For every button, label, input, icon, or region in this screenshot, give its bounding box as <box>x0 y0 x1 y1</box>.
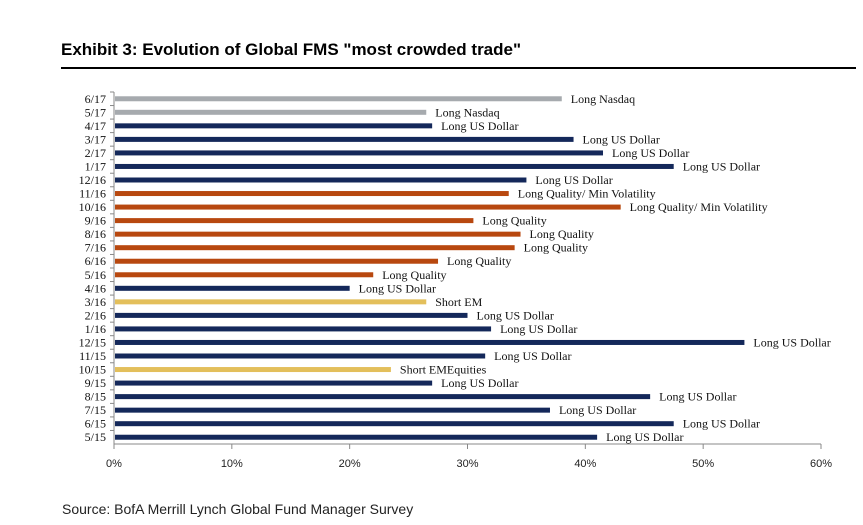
category-label: 6/17 <box>85 92 106 106</box>
bar-label: Long Quality/ Min Volatility <box>518 187 656 201</box>
bar-label: Long US Dollar <box>612 146 689 160</box>
bar-label: Long Quality <box>530 227 594 241</box>
bar-label: Long US Dollar <box>753 335 830 349</box>
bar-label: Short EMEquities <box>400 363 487 377</box>
category-label: 1/17 <box>85 159 106 173</box>
bar-label: Long US Dollar <box>683 159 760 173</box>
bar <box>115 367 391 373</box>
category-label: 6/16 <box>85 254 106 268</box>
bar <box>115 136 574 142</box>
category-label: 7/15 <box>85 403 106 417</box>
category-label: 6/15 <box>85 417 106 431</box>
bar-label: Long Quality <box>382 268 446 282</box>
bar <box>115 394 651 400</box>
category-label: 4/17 <box>85 119 106 133</box>
bar-label: Long US Dollar <box>535 173 612 187</box>
bar <box>115 285 350 291</box>
x-tick-label: 50% <box>692 458 714 470</box>
title-rule <box>61 67 856 69</box>
bar-label: Long Quality <box>482 214 546 228</box>
bar <box>115 177 527 183</box>
category-label: 11/15 <box>79 349 106 363</box>
category-label: 10/15 <box>79 363 106 377</box>
category-label: 12/15 <box>79 335 106 349</box>
bar-label: Long Quality/ Min Volatility <box>630 200 768 214</box>
x-tick-label: 0% <box>106 458 122 470</box>
category-label: 8/15 <box>85 390 106 404</box>
category-label: 2/17 <box>85 146 106 160</box>
category-label: 1/16 <box>85 322 106 336</box>
category-label: 11/16 <box>79 187 106 201</box>
bar-label: Long US Dollar <box>583 132 660 146</box>
bar <box>115 245 515 251</box>
bar-label: Long US Dollar <box>441 119 518 133</box>
category-label: 7/16 <box>85 241 106 255</box>
x-tick-label: 10% <box>221 458 243 470</box>
bar <box>115 272 374 278</box>
bar <box>115 421 674 427</box>
category-label: 5/16 <box>85 268 106 282</box>
bar <box>115 109 427 115</box>
category-label: 9/16 <box>85 214 106 228</box>
bar <box>115 163 674 169</box>
bar-label: Long Quality <box>447 254 511 268</box>
x-tick-label: 40% <box>574 458 596 470</box>
bar-label: Long US Dollar <box>559 403 636 417</box>
bar <box>115 231 521 237</box>
category-label: 4/16 <box>85 281 106 295</box>
bar-label: Long Nasdaq <box>571 92 635 106</box>
bar <box>115 191 509 197</box>
category-label: 12/16 <box>79 173 106 187</box>
bar <box>115 299 427 305</box>
category-label: 3/17 <box>85 132 106 146</box>
category-label: 2/16 <box>85 308 106 322</box>
bar-label: Long US Dollar <box>359 281 436 295</box>
category-label: 3/16 <box>85 295 106 309</box>
bar <box>115 150 604 156</box>
bar <box>115 123 433 129</box>
x-tick-label: 30% <box>456 458 478 470</box>
bar <box>115 407 550 413</box>
bar-label: Long Nasdaq <box>435 105 499 119</box>
source-note: Source: BofA Merrill Lynch Global Fund M… <box>62 501 414 517</box>
category-label: 5/15 <box>85 430 106 444</box>
category-label: 10/16 <box>79 200 106 214</box>
bar <box>115 434 598 440</box>
bar <box>115 339 745 345</box>
bar-label: Long US Dollar <box>441 376 518 390</box>
bar <box>115 204 621 210</box>
bar-label: Long US Dollar <box>659 390 736 404</box>
bar <box>115 218 474 224</box>
bar <box>115 326 492 332</box>
category-label: 8/16 <box>85 227 106 241</box>
bar <box>115 312 468 318</box>
bar <box>115 380 433 386</box>
bar-label: Long US Dollar <box>477 308 554 322</box>
bar <box>115 96 562 102</box>
x-tick-label: 20% <box>339 458 361 470</box>
bar <box>115 258 439 264</box>
bar-label: Long US Dollar <box>494 349 571 363</box>
bar-label: Long US Dollar <box>683 417 760 431</box>
bar-label: Short EM <box>435 295 482 309</box>
bar-label: Long US Dollar <box>500 322 577 336</box>
category-label: 9/15 <box>85 376 106 390</box>
x-tick-label: 60% <box>810 458 832 470</box>
bar-label: Long Quality <box>524 241 588 255</box>
bar-label: Long US Dollar <box>606 430 683 444</box>
bar <box>115 353 486 359</box>
category-label: 5/17 <box>85 105 106 119</box>
chart-title: Exhibit 3: Evolution of Global FMS "most… <box>61 40 522 59</box>
